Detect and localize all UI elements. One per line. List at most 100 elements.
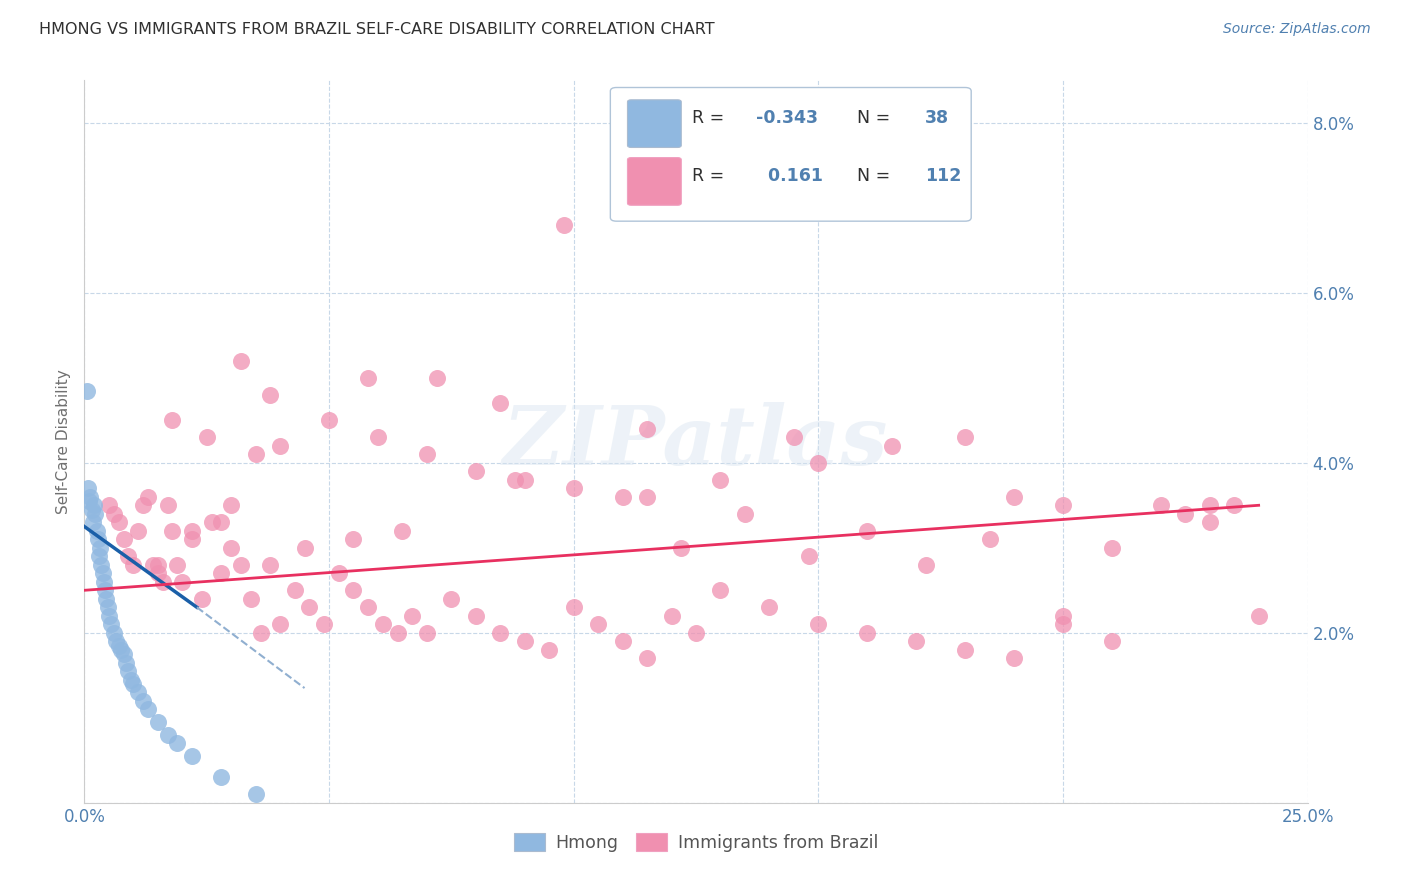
Point — [391, 524, 413, 538]
Point — [132, 498, 155, 512]
Text: 38: 38 — [925, 109, 949, 128]
Point — [82, 516, 104, 530]
Point — [83, 498, 105, 512]
Point — [219, 541, 242, 555]
Point — [586, 617, 609, 632]
FancyBboxPatch shape — [610, 87, 972, 221]
Point — [94, 583, 117, 598]
Point — [127, 685, 149, 699]
Text: R =: R = — [692, 109, 730, 128]
Point — [166, 558, 188, 572]
Point — [112, 533, 135, 547]
Point — [80, 502, 103, 516]
Point — [538, 642, 561, 657]
Point — [76, 384, 98, 398]
Point — [103, 507, 125, 521]
Point — [209, 770, 232, 784]
Point — [284, 583, 307, 598]
Point — [357, 600, 380, 615]
Point — [110, 642, 132, 657]
Point — [671, 541, 693, 555]
Text: 112: 112 — [925, 167, 962, 185]
Point — [120, 673, 142, 687]
Point — [636, 651, 658, 665]
Point — [107, 516, 129, 530]
Text: 0.161: 0.161 — [756, 167, 823, 185]
Point — [758, 600, 780, 615]
Point — [127, 524, 149, 538]
Point — [1101, 541, 1123, 555]
Point — [87, 549, 110, 564]
Point — [440, 591, 463, 606]
Point — [132, 694, 155, 708]
Point — [783, 430, 806, 444]
Point — [77, 481, 100, 495]
Point — [112, 647, 135, 661]
Text: R =: R = — [692, 167, 730, 185]
Point — [807, 617, 830, 632]
Point — [181, 533, 204, 547]
Point — [342, 583, 364, 598]
Point — [97, 498, 120, 512]
Point — [269, 439, 291, 453]
Point — [387, 625, 409, 640]
Point — [91, 566, 114, 581]
Point — [136, 702, 159, 716]
Y-axis label: Self-Care Disability: Self-Care Disability — [56, 369, 72, 514]
Point — [562, 481, 585, 495]
Point — [136, 490, 159, 504]
Point — [219, 498, 242, 512]
Point — [1101, 634, 1123, 648]
Point — [1223, 498, 1246, 512]
Point — [146, 558, 169, 572]
Point — [181, 749, 204, 764]
Point — [87, 533, 110, 547]
Point — [269, 617, 291, 632]
Point — [97, 608, 120, 623]
Point — [122, 677, 145, 691]
Point — [612, 634, 634, 648]
Point — [259, 388, 281, 402]
Point — [503, 473, 526, 487]
Point — [856, 625, 879, 640]
Point — [357, 371, 380, 385]
Point — [807, 456, 830, 470]
Point — [416, 447, 439, 461]
Text: N =: N = — [858, 167, 896, 185]
Point — [249, 625, 271, 640]
Point — [245, 787, 267, 801]
Point — [172, 574, 194, 589]
FancyBboxPatch shape — [627, 158, 682, 205]
Point — [880, 439, 903, 453]
Point — [166, 736, 188, 750]
Point — [84, 507, 107, 521]
Point — [953, 642, 976, 657]
Point — [318, 413, 340, 427]
Point — [93, 574, 115, 589]
Point — [513, 473, 536, 487]
Point — [685, 625, 707, 640]
Point — [229, 353, 252, 368]
Point — [89, 541, 111, 555]
Point — [1247, 608, 1270, 623]
Point — [709, 473, 731, 487]
Point — [1052, 608, 1074, 623]
FancyBboxPatch shape — [627, 100, 682, 147]
Point — [1198, 498, 1220, 512]
Point — [209, 566, 232, 581]
Point — [328, 566, 350, 581]
Point — [100, 617, 122, 632]
Text: N =: N = — [858, 109, 896, 128]
Point — [191, 591, 214, 606]
Point — [314, 617, 336, 632]
Point — [142, 558, 165, 572]
Point — [553, 218, 575, 232]
Point — [1052, 617, 1074, 632]
Point — [1002, 651, 1025, 665]
Point — [416, 625, 439, 640]
Point — [464, 464, 486, 478]
Point — [915, 558, 938, 572]
Point — [1198, 516, 1220, 530]
Point — [709, 583, 731, 598]
Point — [103, 625, 125, 640]
